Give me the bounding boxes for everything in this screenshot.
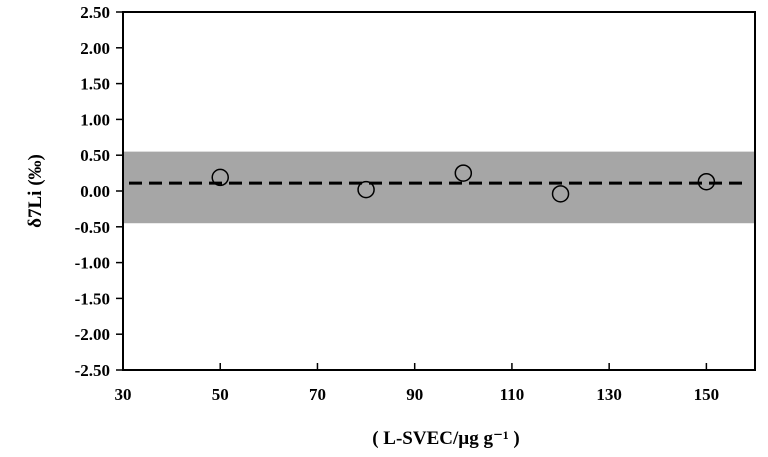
x-tick-label: 30 [115,385,132,404]
y-tick-label: 0.00 [80,182,110,201]
y-tick-label: -1.00 [75,254,110,273]
plot-layer [116,11,756,371]
x-tick-label: 50 [212,385,229,404]
x-tick-label: 90 [406,385,423,404]
data-point [357,180,375,199]
data-point [454,164,473,182]
y-tick-label: 1.00 [80,110,110,129]
y-tick-label: -1.50 [75,289,110,308]
y-tick-label: -2.00 [75,325,110,344]
x-tick-label: 70 [309,385,326,404]
y-tick-labels: 2.50 2.00 1.50 1.00 0.50 0.00 -0.50 -1.00 -1.50 -… [75,3,110,380]
x-axis-title: ( L-SVEC/µg g⁻¹ ) [372,428,520,449]
x-tick-label: 110 [500,385,525,404]
y-tick-label: 2.00 [80,39,110,58]
x-tick-labels: 30 50 70 90 110 130 150 [115,385,720,404]
y-tick-label: -2.50 [75,361,110,380]
y-tick-label: 0.50 [80,146,110,165]
y-tick-label: 1.50 [80,75,110,94]
data-point [551,185,570,203]
data-point [211,168,229,187]
x-tick-label: 150 [694,385,720,404]
x-tick-label: 130 [596,385,622,404]
y-tick-label: -0.50 [75,218,110,237]
uncertainty-band [123,151,755,224]
y-axis-title: δ7Li (‰) [25,154,46,228]
data-point [697,172,716,191]
y-tick-label: 2.50 [80,3,110,22]
